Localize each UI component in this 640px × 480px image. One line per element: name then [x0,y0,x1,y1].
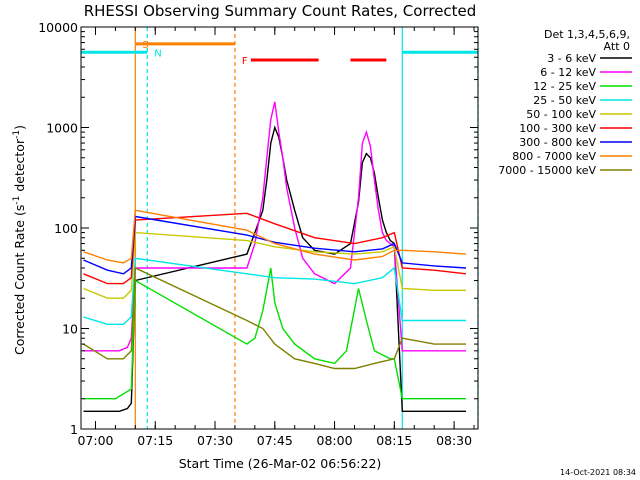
x-tick-label: 08:00 [317,433,353,448]
legend-header-1: Det 1,3,4,5,6,9, [544,28,630,41]
y-tick-label: 1 [70,422,78,437]
legend-label: 300 - 800 keV [519,136,596,149]
series-line-5 [83,212,467,285]
footer-timestamp: 14-Oct-2021 08:34 [560,468,636,477]
legend-header-2: Att 0 [604,40,630,53]
plot-area: SN F [81,27,479,429]
x-axis-label: Start Time (26-Mar-02 06:56:22) [179,456,382,471]
legend-label: 50 - 100 keV [526,108,596,121]
plot-frame [80,26,479,430]
x-tick-label: 07:30 [197,433,233,448]
state-marker-s: S [142,40,148,51]
y-axis-label: Corrected Count Rate (s-1 detector-1) [12,125,27,355]
x-tick-label: 07:00 [77,433,113,448]
series-line-0 [83,125,466,412]
legend-label: 6 - 12 keV [540,66,596,79]
y-tick-label: 10 [62,322,78,337]
x-tick-label: 08:15 [376,433,412,448]
legend-label: 3 - 6 keV [547,52,596,65]
legend-label: 100 - 300 keV [519,122,596,135]
legend-label: 800 - 7000 keV [512,150,596,163]
series-line-8 [83,266,466,370]
state-marker-n: N [154,48,161,59]
x-tick-label: 07:45 [257,433,293,448]
legend-label: 12 - 25 keV [533,80,596,93]
y-tick-label: 10000 [38,20,78,35]
legend-label: 7000 - 15000 keV [498,164,596,177]
state-marker-f: F [242,56,248,67]
y-tick-label: 1000 [46,121,78,136]
chart-title: RHESSI Observing Summary Count Rates, Co… [84,2,477,20]
x-tick-label: 08:30 [436,433,472,448]
y-ticks: 1 10 100 1000 10000 [38,20,478,437]
series-line-3 [83,257,466,325]
x-ticks: 07:00 07:15 07:30 07:45 08:00 08:15 08:30 [77,27,475,448]
legend-label: 25 - 50 keV [533,94,596,107]
series-line-1 [83,101,466,352]
y-tick-label: 100 [54,221,78,236]
series-line-2 [83,267,466,400]
x-tick-label: 07:15 [137,433,173,448]
series-line-6 [83,215,467,275]
series-line-7 [83,209,467,264]
